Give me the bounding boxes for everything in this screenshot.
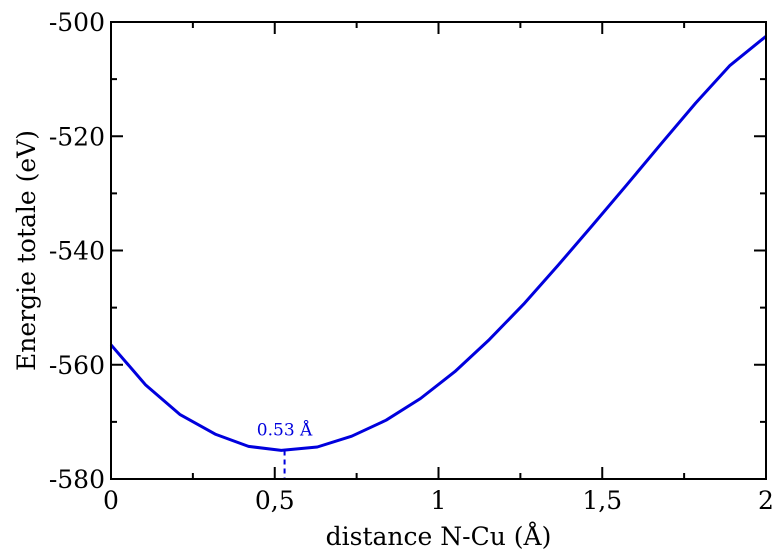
y-tick-label: -540 — [49, 237, 105, 266]
x-tick-label: 0 — [103, 486, 119, 515]
y-tick-label: -560 — [49, 351, 105, 380]
axis-ticks — [110, 21, 767, 480]
axis-tick-labels: 0 0,5 1 1,5 2 -580 -560 -540 -520 -500 — [49, 8, 773, 515]
minimum-annotation-label: 0.53 Å — [257, 419, 313, 440]
y-tick-label: -580 — [49, 465, 105, 494]
x-tick-label: 1 — [431, 486, 447, 515]
plot-area: 0.53 Å — [109, 35, 767, 479]
x-tick-label: 2 — [758, 486, 773, 515]
y-axis-label: Energie totale (eV) — [12, 130, 41, 371]
x-axis-label: distance N-Cu (Å) — [326, 521, 552, 551]
y-tick-label: -500 — [49, 8, 105, 37]
x-tick-label: 0,5 — [255, 486, 295, 515]
plot-frame — [110, 21, 767, 480]
y-tick-label: -520 — [49, 122, 105, 151]
series-line — [109, 35, 767, 452]
x-tick-label: 1,5 — [582, 486, 622, 515]
